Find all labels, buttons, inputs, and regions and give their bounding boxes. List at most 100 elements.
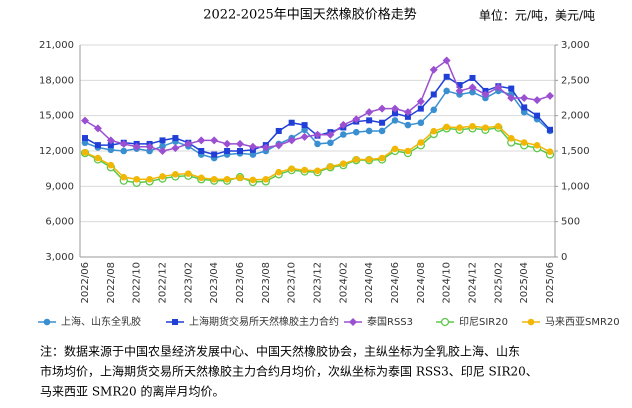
point [211, 151, 218, 158]
point [172, 135, 179, 142]
point [456, 82, 463, 89]
y2-tick-label: 500 [561, 217, 580, 228]
point [249, 151, 257, 158]
point [107, 146, 115, 154]
point [469, 88, 476, 96]
point [365, 108, 374, 117]
point [546, 148, 554, 156]
point [172, 319, 178, 325]
point [378, 127, 386, 135]
point [365, 127, 373, 135]
point [416, 97, 425, 106]
point [366, 117, 373, 124]
x-tick-label: 2023/06 [235, 262, 246, 304]
point [429, 65, 438, 74]
point [340, 131, 347, 138]
point [119, 139, 128, 148]
point [288, 165, 295, 172]
y-tick-label: 9,000 [45, 181, 74, 192]
series [81, 56, 554, 155]
point [327, 139, 334, 147]
chart-title: 2022-2025年中国天然橡胶价格走势 [203, 7, 417, 23]
point [442, 56, 451, 65]
y-tick-label: 6,000 [45, 217, 74, 228]
x-tick-label: 2024/08 [416, 262, 427, 304]
x-tick-label: 2023/02 [183, 262, 194, 304]
x-tick-label: 2025/04 [519, 262, 530, 304]
y-tick-label: 15,000 [39, 111, 74, 122]
point [94, 142, 101, 149]
x-tick-label: 2022/08 [106, 262, 117, 304]
x-tick-label: 2022/06 [80, 262, 91, 304]
point [145, 142, 154, 151]
point [507, 94, 516, 102]
point [301, 122, 308, 129]
point [495, 122, 502, 130]
point [327, 163, 334, 170]
point [132, 142, 141, 151]
point [443, 73, 450, 80]
y2-tick-label: 2,500 [561, 75, 590, 86]
point [378, 104, 387, 113]
point [223, 139, 232, 148]
y-tick-label: 21,000 [39, 40, 74, 51]
point [185, 170, 192, 177]
point [43, 318, 51, 326]
point [120, 173, 128, 181]
x-tick-label: 2023/12 [313, 262, 324, 304]
point [159, 173, 166, 180]
point [455, 86, 464, 95]
y2-tick-label: 2,000 [561, 111, 590, 122]
note-line: 注：数据来源于中国农垦经济发展中心、中国天然橡胶协会，主纵坐标为全乳胶上海、山东 [40, 344, 520, 359]
x-tick-label: 2024/02 [338, 262, 349, 304]
point [352, 128, 360, 136]
point [288, 119, 295, 126]
point [430, 91, 437, 98]
point [287, 136, 296, 145]
point [236, 139, 244, 148]
point [158, 147, 167, 155]
point [197, 136, 206, 145]
point [339, 120, 348, 129]
point [172, 171, 179, 178]
point [159, 142, 166, 150]
point [106, 136, 115, 145]
point [146, 147, 153, 155]
point [352, 156, 360, 163]
y2-tick-label: 0 [561, 252, 567, 263]
point [210, 175, 218, 183]
x-tick-label: 2025/02 [493, 262, 504, 304]
point [93, 124, 102, 133]
point [275, 127, 282, 134]
series [81, 122, 554, 184]
point [275, 168, 283, 176]
point [313, 130, 322, 139]
point [81, 116, 89, 125]
point [481, 90, 490, 99]
unit-label: 单位：元/吨，美元/吨 [479, 8, 595, 23]
point [404, 113, 411, 120]
point [171, 144, 180, 153]
x-tick-label: 2022/10 [132, 262, 143, 304]
point [262, 175, 270, 183]
point [430, 106, 438, 114]
x-tick-label: 2022/12 [158, 262, 169, 304]
point [349, 318, 357, 326]
point [547, 126, 553, 133]
point [274, 141, 283, 150]
point [417, 139, 425, 146]
point [301, 166, 308, 174]
point [249, 176, 257, 184]
point [430, 127, 438, 135]
series [81, 87, 554, 162]
point [224, 148, 231, 154]
y2-tick-label: 1,000 [561, 181, 590, 192]
x-tick-label: 2024/04 [364, 262, 375, 304]
point [314, 140, 321, 148]
point [81, 149, 89, 156]
point [391, 117, 399, 124]
point [326, 130, 335, 139]
x-tick-label: 2024/06 [390, 262, 401, 304]
point [443, 87, 450, 95]
